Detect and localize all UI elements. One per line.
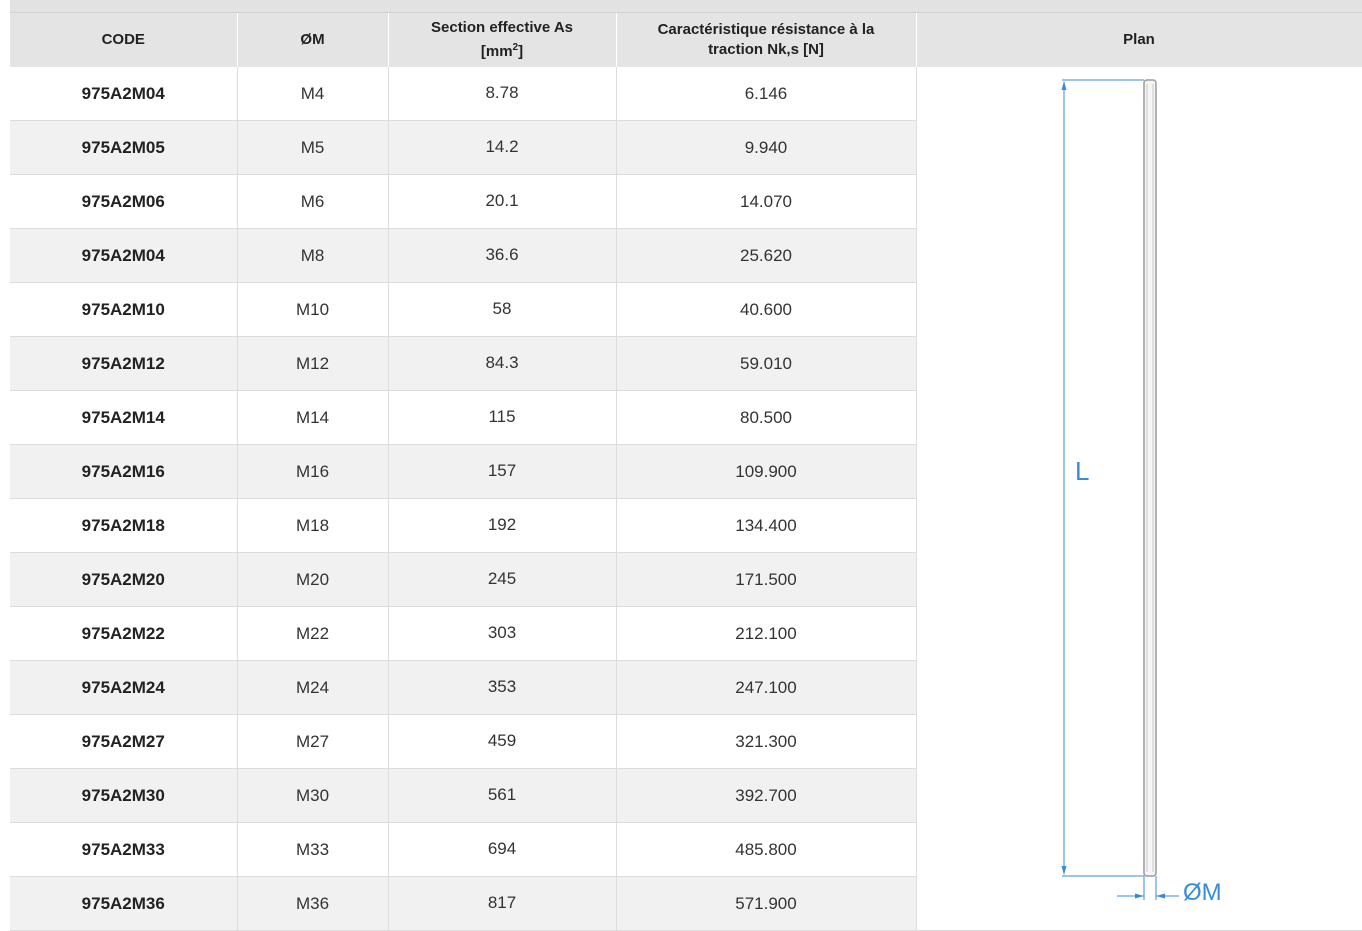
diameter-label: ØM <box>1183 879 1222 906</box>
cell-tension: 171.500 <box>616 553 916 607</box>
threaded-rod-icon <box>1144 80 1156 876</box>
cell-section: 561 <box>388 769 616 823</box>
cell-diameter: M6 <box>237 175 388 229</box>
cell-code: 975A2M06 <box>10 175 237 229</box>
cell-tension: 80.500 <box>616 391 916 445</box>
cell-section: 817 <box>388 877 616 931</box>
cell-tension: 109.900 <box>616 445 916 499</box>
cell-section: 459 <box>388 715 616 769</box>
cell-tension: 392.700 <box>616 769 916 823</box>
header-section: Section effective As [mm2] <box>388 13 616 67</box>
cell-tension: 40.600 <box>616 283 916 337</box>
cell-section: 8.78 <box>388 67 616 121</box>
cell-section: 303 <box>388 607 616 661</box>
cell-diameter: M16 <box>237 445 388 499</box>
cell-section: 58 <box>388 283 616 337</box>
cell-diameter: M24 <box>237 661 388 715</box>
cell-code: 975A2M24 <box>10 661 237 715</box>
cell-code: 975A2M16 <box>10 445 237 499</box>
header-plan: Plan <box>916 13 1362 67</box>
cell-diameter: M30 <box>237 769 388 823</box>
cell-diameter: M5 <box>237 121 388 175</box>
cell-section: 20.1 <box>388 175 616 229</box>
length-label: L <box>1075 456 1089 486</box>
cell-diameter: M10 <box>237 283 388 337</box>
cell-tension: 247.100 <box>616 661 916 715</box>
cell-diameter: M18 <box>237 499 388 553</box>
cell-diameter: M20 <box>237 553 388 607</box>
cell-code: 975A2M04 <box>10 229 237 283</box>
cell-section: 84.3 <box>388 337 616 391</box>
cell-tension: 485.800 <box>616 823 916 877</box>
cell-code: 975A2M22 <box>10 607 237 661</box>
cell-code: 975A2M30 <box>10 769 237 823</box>
cell-tension: 6.146 <box>616 67 916 121</box>
cell-tension: 212.100 <box>616 607 916 661</box>
cell-code: 975A2M33 <box>10 823 237 877</box>
cell-diameter: M36 <box>237 877 388 931</box>
cell-code: 975A2M36 <box>10 877 237 931</box>
cell-code: 975A2M14 <box>10 391 237 445</box>
cell-section: 245 <box>388 553 616 607</box>
cell-code: 975A2M04 <box>10 67 237 121</box>
header-diameter: ØM <box>237 13 388 67</box>
cell-diameter: M8 <box>237 229 388 283</box>
header-tension: Caractéristique résistance à la traction… <box>616 13 916 67</box>
cell-tension: 571.900 <box>616 877 916 931</box>
threaded-rod-drawing: L ØM <box>917 68 1362 930</box>
threaded-rod-spec-table: CODE ØM Section effective As [mm2] Carac… <box>10 13 1362 931</box>
dimension-diameter-marker <box>1117 876 1179 900</box>
cell-diameter: M27 <box>237 715 388 769</box>
cell-diameter: M12 <box>237 337 388 391</box>
table-header-row: CODE ØM Section effective As [mm2] Carac… <box>10 13 1362 67</box>
cell-section: 192 <box>388 499 616 553</box>
cell-tension: 134.400 <box>616 499 916 553</box>
cell-section: 14.2 <box>388 121 616 175</box>
cell-code: 975A2M18 <box>10 499 237 553</box>
cell-code: 975A2M10 <box>10 283 237 337</box>
cell-section: 115 <box>388 391 616 445</box>
cell-diameter: M4 <box>237 67 388 121</box>
cell-tension: 14.070 <box>616 175 916 229</box>
cell-diameter: M14 <box>237 391 388 445</box>
cell-tension: 25.620 <box>616 229 916 283</box>
cell-section: 353 <box>388 661 616 715</box>
cell-tension: 321.300 <box>616 715 916 769</box>
cell-diameter: M33 <box>237 823 388 877</box>
cell-code: 975A2M12 <box>10 337 237 391</box>
cell-diameter: M22 <box>237 607 388 661</box>
dimension-length-line <box>1061 80 1144 876</box>
cell-section: 36.6 <box>388 229 616 283</box>
header-code: CODE <box>10 13 237 67</box>
cell-section: 694 <box>388 823 616 877</box>
cell-code: 975A2M05 <box>10 121 237 175</box>
cell-code: 975A2M20 <box>10 553 237 607</box>
cell-code: 975A2M27 <box>10 715 237 769</box>
cell-tension: 9.940 <box>616 121 916 175</box>
cell-tension: 59.010 <box>616 337 916 391</box>
cell-section: 157 <box>388 445 616 499</box>
top-strip <box>0 0 1362 14</box>
top-divider <box>10 0 1362 13</box>
plan-drawing-cell: L ØM <box>916 67 1362 931</box>
